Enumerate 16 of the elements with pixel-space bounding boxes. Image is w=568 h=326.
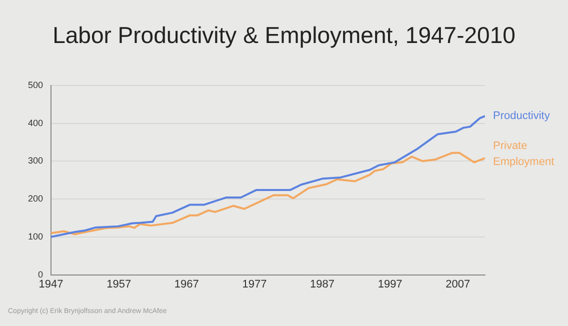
x-tick-label: 1997 <box>378 278 402 290</box>
series-label: Private Employment <box>493 140 554 168</box>
y-tick-label: 100 <box>28 231 44 242</box>
x-tick-label: 1957 <box>106 278 132 290</box>
chart-title: Labor Productivity & Employment, 1947-2010 <box>52 22 516 49</box>
y-tick-label: 200 <box>28 194 44 204</box>
x-tick-label: 2007 <box>446 278 470 290</box>
y-tick-label: 0 <box>38 269 44 280</box>
y-tick-label: 300 <box>28 156 44 166</box>
x-tick-label: 1977 <box>242 278 267 290</box>
x-tick-label: 1947 <box>38 278 64 290</box>
series-label: Productivity <box>493 110 550 122</box>
x-tick-label: 1987 <box>310 278 334 290</box>
y-tick-label: 400 <box>28 118 44 128</box>
y-tick-label: 500 <box>28 80 44 90</box>
x-tick-label: 1967 <box>174 278 199 290</box>
